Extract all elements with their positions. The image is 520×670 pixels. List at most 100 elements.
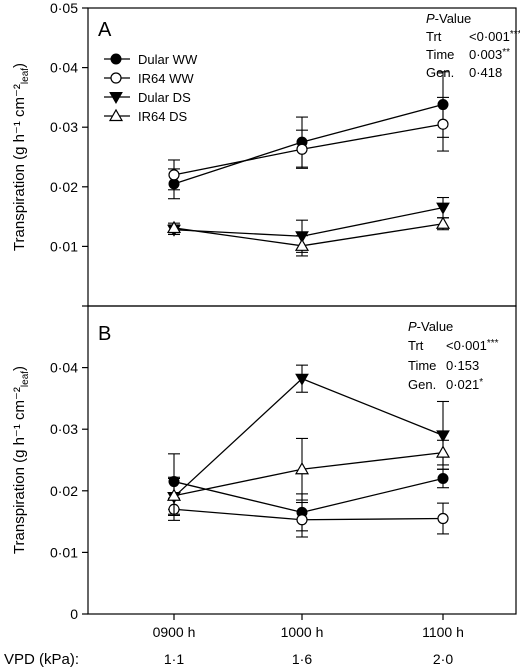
panel-a-series-ir64-ds-point (294, 238, 310, 251)
legend-dular-ww-marker (110, 53, 122, 65)
panel-b-y-tick-label: 0·02 (50, 483, 78, 499)
legend-ir64-ww-label: IR64 WW (138, 71, 194, 86)
panel-b-series-dular-ds-point (436, 430, 450, 443)
panel-b-y-axis-label-main: Transpiration (g h⁻¹ cm⁻² (11, 387, 28, 554)
panel-a-series-ir64-ww-point (296, 143, 308, 155)
panel-a-stat-time-number: 0·003 (469, 47, 502, 62)
x-axis: 0900 h 1·1 1000 h 1·6 1100 h 2·0 (153, 614, 464, 667)
legend-dular-ww-label: Dular WW (138, 52, 198, 67)
panel-a-y-tick-label: 0·01 (50, 238, 78, 254)
vpd-value: 1·1 (164, 651, 184, 667)
panel-a-series-dular-ww (168, 71, 449, 200)
panel-a-stat-time-sig: ** (502, 47, 510, 58)
panel-b-y-tick-label: 0 (70, 606, 78, 622)
panel-a-series (166, 71, 451, 257)
panel-b-series-dular-ds-line (173, 377, 444, 498)
panel-b-y-tick-label: 0·04 (50, 360, 78, 376)
panel-b-series-ir64-ds-point (435, 445, 451, 458)
panel-b-series-ir64-ds-point (294, 462, 310, 475)
x-tick-label: 1000 h (281, 624, 324, 640)
panel-a-stat-gen-value: 0·418 (469, 65, 502, 80)
panel-b-stats-heading-italic: P (408, 319, 417, 334)
panel-b-stat-trt-sig: *** (487, 338, 499, 349)
vpd-value: 1·6 (292, 651, 312, 667)
legend-dular-ds-marker (109, 92, 123, 105)
panel-b-stats-heading-rest: -Value (417, 319, 454, 334)
panel-a-y-axis-label-close: ) (11, 63, 28, 68)
panel-b-stat-gen-number: 0·021 (446, 377, 479, 392)
panel-b-stat-time-number: 0·153 (446, 358, 479, 373)
panel-b-stat-gen-sig: * (479, 377, 483, 388)
legend-ir64-ww-marker (110, 72, 122, 84)
panel-b-stat-trt-value: <0·001*** (446, 338, 499, 353)
panel-a-y-tick-label: 0·05 (50, 0, 78, 16)
panel-b-series-ir64-ww (168, 497, 449, 538)
panel-a-series-dular-ww-line (173, 103, 444, 185)
panel-a-legend: Dular WW IR64 WW Dular DS IR64 DS (104, 52, 198, 124)
panel-a-stats-heading: P-Value (426, 11, 471, 26)
panel-b-stat-gen-value: 0·021* (446, 377, 483, 392)
panel-a-series-ir64-ww-line (173, 123, 444, 176)
panel-a-y-tick-label: 0·04 (50, 60, 78, 76)
panel-a-stats-heading-italic: P (426, 11, 435, 26)
x-tick-label: 0900 h (153, 624, 196, 640)
vpd-prefix-label: VPD (kPa): (4, 651, 79, 668)
panel-b-y-axis-label-sub: leaf (20, 371, 31, 387)
panel-a-stat-time-value: 0·003** (469, 47, 510, 62)
panel-a-stat-trt-label: Trt (426, 29, 442, 44)
panel-b-stats-heading: P-Value (408, 319, 453, 334)
panel-a-stat-gen-label: Gen. (426, 65, 454, 80)
legend-dular-ds-label: Dular DS (138, 90, 191, 105)
panel-a-label: A (98, 19, 112, 41)
panel-b-stat-trt-label: Trt (408, 338, 424, 353)
panel-b-label: B (98, 323, 111, 345)
panel-b-series-dular-ds-point (295, 373, 309, 386)
panel-a-y-axis-label: Transpiration (g h⁻¹ cm⁻²leaf) (11, 63, 31, 251)
panel-b-series (166, 364, 451, 538)
panel-a-y-tick-label: 0·02 (50, 179, 78, 195)
panel-a-stat-trt-value: <0·001*** (469, 29, 520, 44)
panel-a-stat-gen-number: 0·418 (469, 65, 502, 80)
panel-a-y-axis-label-main: Transpiration (g h⁻¹ cm⁻² (11, 84, 28, 251)
panel-a-series-ir64-ds-point (166, 220, 182, 234)
panel-a-stat-trt-sig: *** (510, 29, 520, 40)
panel-a-stats-heading-rest: -Value (435, 11, 472, 26)
panel-a-y-ticks: 0·01 0·02 0·03 0·04 0·05 (50, 0, 88, 307)
panel-b-y-axis-label: Transpiration (g h⁻¹ cm⁻²leaf) (11, 366, 31, 554)
vpd-value: 2·0 (433, 651, 453, 667)
panel-a-stat-trt-number: <0·001 (469, 29, 510, 44)
panel-a-series-ir64-ds (166, 216, 451, 257)
x-tick-label: 1100 h (422, 624, 464, 640)
panel-b-series-ir64-ds (166, 437, 451, 515)
panel-b-stat-trt-number: <0·001 (446, 338, 487, 353)
panel-a-y-tick-label: 0·03 (50, 119, 78, 135)
panel-a-y-axis-label-sub: leaf (20, 68, 31, 84)
panel-b-series-ir64-ds-point (166, 488, 182, 501)
panel-b: B Transpiration (g h⁻¹ cm⁻²leaf) 0 0·01 0·… (11, 305, 517, 622)
panel-b-series-dular-ww-line (173, 477, 444, 514)
panel-b-series-ir64-ww-point (296, 514, 308, 526)
panel-b-series-dular-ds (167, 364, 450, 516)
panel-b-y-axis-label-close: ) (11, 366, 28, 371)
panel-b-stat-time-label: Time (408, 358, 436, 373)
panel-a: A Transpiration (g h⁻¹ cm⁻²leaf) 0·010·0… (11, 0, 520, 307)
panel-a-series-ir64-ds-point (435, 216, 451, 229)
panel-a-series-ir64-ww-point (437, 118, 449, 130)
panel-b-series-ir64-ww-point (437, 512, 449, 525)
panel-b-stat-gen-label: Gen. (408, 377, 436, 392)
panel-a-series-dular-ds-line (173, 207, 444, 237)
panel-a-series-ir64-ww (168, 96, 449, 191)
legend-ir64-ds-label: IR64 DS (138, 109, 187, 124)
panel-b-y-tick-label: 0·03 (50, 421, 78, 437)
panel-a-stats: P-Value Trt <0·001*** Time 0·003** Gen. … (426, 11, 520, 80)
panel-b-series-dular-ww-point (437, 472, 449, 484)
panel-a-series-dular-ds-point (436, 202, 450, 215)
legend-ir64-ds-marker (108, 108, 124, 122)
panel-b-y-tick-label: 0·01 (50, 544, 78, 560)
panel-b-stats: P-Value Trt <0·001*** Time 0·153 Gen. 0·… (408, 319, 499, 392)
panel-b-y-ticks: 0 0·01 0·02 0·03 0·04 (50, 360, 88, 622)
panel-a-series-ir64-ww-point (168, 169, 180, 181)
panel-b-stat-time-value: 0·153 (446, 358, 479, 373)
panel-a-stat-time-label: Time (426, 47, 454, 62)
